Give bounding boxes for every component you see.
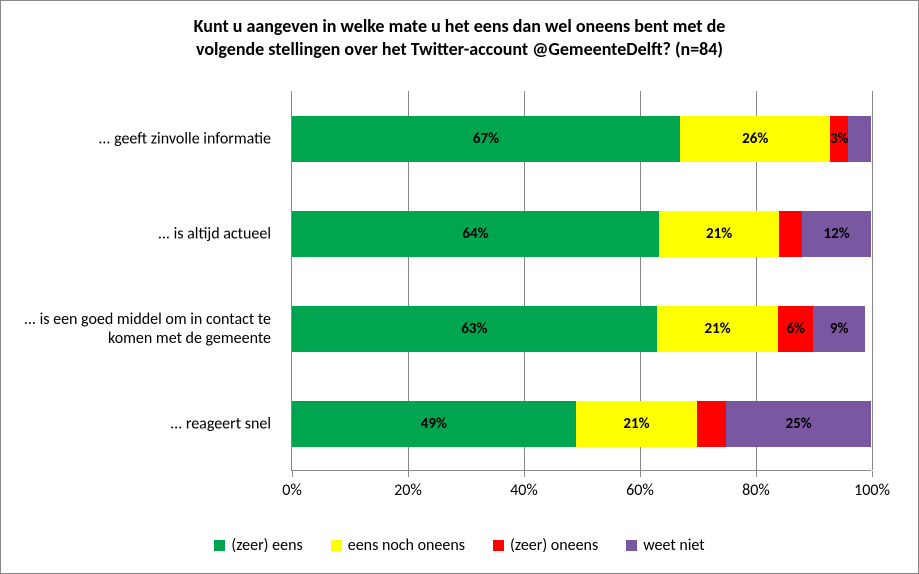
bar-segment: 3% xyxy=(830,116,847,162)
bar-segment xyxy=(848,116,871,162)
x-tickmark xyxy=(408,471,409,477)
bar-segment-label: 49% xyxy=(421,415,447,433)
legend-label: weet niet xyxy=(643,536,704,555)
bar-segment: 12% xyxy=(802,211,871,257)
bar-segment: 49% xyxy=(292,401,576,447)
stacked-bar: 49% 21% 25% xyxy=(292,401,871,447)
legend-item: (zeer) oneens xyxy=(493,536,598,555)
x-tickmark xyxy=(524,471,525,477)
category-row: ... is een goed middel om in contact te … xyxy=(292,281,871,376)
bar-segment: 67% xyxy=(292,116,680,162)
bar-segment xyxy=(697,401,726,447)
bar-segment: 21% xyxy=(576,401,698,447)
chart-title-line2: volgende stellingen over het Twitter-acc… xyxy=(196,38,723,60)
bar-segment: 25% xyxy=(726,401,871,447)
x-tickmark xyxy=(640,471,641,477)
chart-container: Kunt u aangeven in welke mate u het eens… xyxy=(0,0,919,574)
category-label: ... geeft zinvolle informatie xyxy=(0,129,271,148)
category-row: ... is altijd actueel64%21%12% xyxy=(292,186,871,281)
bar-segment-label: 9% xyxy=(830,320,849,338)
bar-segment-label: 21% xyxy=(706,225,732,243)
category-label: ... is een goed middel om in contact te … xyxy=(0,309,271,347)
stacked-bar: 63% 21% 6% 9% xyxy=(292,306,871,352)
x-axis-tick-label: 0% xyxy=(282,481,302,500)
x-axis-tick-label: 60% xyxy=(626,481,654,500)
category-row: ... geeft zinvolle informatie67%26%3% xyxy=(292,91,871,186)
legend-swatch xyxy=(214,540,225,551)
x-axis-tick-label: 40% xyxy=(510,481,538,500)
bar-segment-label: 25% xyxy=(786,415,812,433)
bar-segment-label: 6% xyxy=(786,320,805,338)
legend-label: (zeer) oneens xyxy=(510,536,598,555)
bar-segment: 21% xyxy=(657,306,779,352)
x-tickmark xyxy=(872,471,873,477)
bar-segment-label: 21% xyxy=(704,320,730,338)
bar-segment: 9% xyxy=(813,306,865,352)
legend-swatch xyxy=(331,540,342,551)
category-row: ... reageert snel49%21%25% xyxy=(292,376,871,471)
category-label: ... is altijd actueel xyxy=(0,224,271,243)
category-label: ... reageert snel xyxy=(0,414,271,433)
chart-title-line1: Kunt u aangeven in welke mate u het eens… xyxy=(194,15,726,37)
bar-segment: 6% xyxy=(778,306,813,352)
legend-label: eens noch oneens xyxy=(348,536,465,555)
x-axis-tick-label: 80% xyxy=(742,481,770,500)
bar-segment: 26% xyxy=(680,116,831,162)
bar-segment-label: 64% xyxy=(462,225,488,243)
legend-item: (zeer) eens xyxy=(214,536,302,555)
bar-segment-label: 21% xyxy=(623,415,649,433)
x-axis-tick-label: 20% xyxy=(394,481,422,500)
legend-swatch xyxy=(626,540,637,551)
chart-title: Kunt u aangeven in welke mate u het eens… xyxy=(1,15,918,60)
bar-segment-label: 26% xyxy=(742,130,768,148)
stacked-bar: 67% 26% 3% xyxy=(292,116,871,162)
x-tickmark xyxy=(756,471,757,477)
bar-segment-label: 3% xyxy=(830,130,849,148)
legend-item: weet niet xyxy=(626,536,704,555)
bar-segment xyxy=(779,211,802,257)
legend: (zeer) eens eens noch oneens (zeer) oneens… xyxy=(1,536,918,555)
bar-segment-label: 67% xyxy=(473,130,499,148)
x-axis-tick-label: 100% xyxy=(854,481,890,500)
bar-segment-label: 12% xyxy=(824,225,850,243)
stacked-bar: 64% 21% 12% xyxy=(292,211,871,257)
bar-segment: 63% xyxy=(292,306,657,352)
legend-swatch xyxy=(493,540,504,551)
bar-segment: 21% xyxy=(659,211,779,257)
bar-segment: 64% xyxy=(292,211,659,257)
x-tickmark xyxy=(292,471,293,477)
plot-area: 0%20%40%60%80%100%... geeft zinvolle inf… xyxy=(291,91,871,471)
gridline xyxy=(872,91,873,470)
bar-segment-label: 63% xyxy=(461,320,487,338)
legend-item: eens noch oneens xyxy=(331,536,465,555)
legend-label: (zeer) eens xyxy=(231,536,302,555)
